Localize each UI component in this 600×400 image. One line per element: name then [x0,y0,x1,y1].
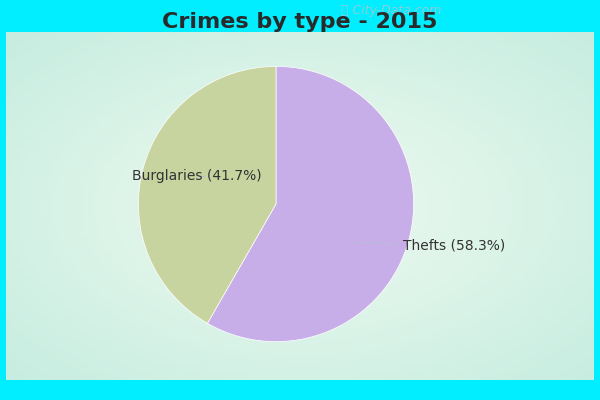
Text: Crimes by type - 2015: Crimes by type - 2015 [163,12,437,32]
Text: ⓘ City-Data.com: ⓘ City-Data.com [341,4,441,18]
Wedge shape [139,66,276,323]
Text: Thefts (58.3%): Thefts (58.3%) [355,238,505,252]
Text: Burglaries (41.7%): Burglaries (41.7%) [131,170,261,184]
Wedge shape [208,66,413,342]
